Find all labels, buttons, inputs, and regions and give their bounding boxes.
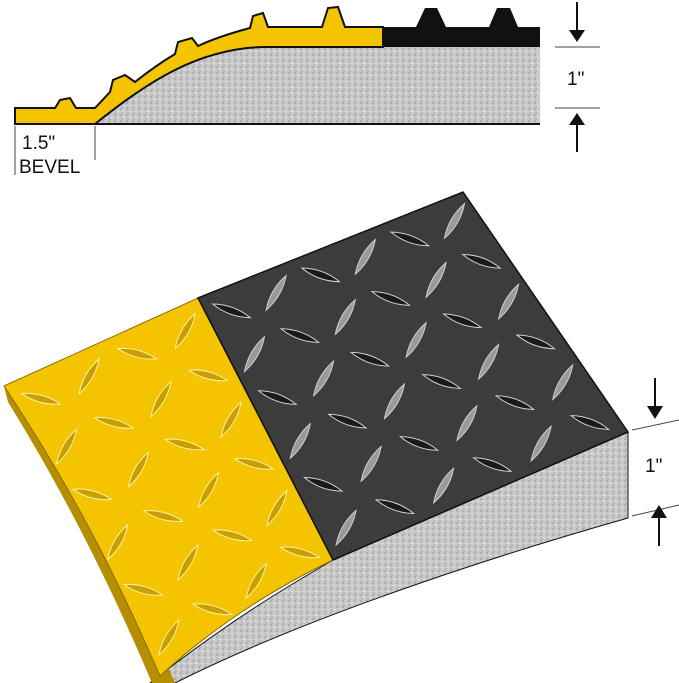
profile-thickness-label: 1" <box>567 69 584 90</box>
tread-diamond <box>78 357 100 395</box>
black-top-layer <box>383 8 540 47</box>
tread-diamond <box>374 499 416 514</box>
tread-diamond <box>360 445 382 483</box>
tread-diamond <box>243 335 266 373</box>
tread-diamond <box>405 321 427 359</box>
cross-section-profile: 1.5" BEVEL 1" <box>14 2 600 178</box>
tread-diamond <box>389 231 431 247</box>
tread-diamond <box>370 291 411 306</box>
tread-diamond <box>257 390 298 405</box>
tread-diamond <box>425 261 447 299</box>
tread-diamond <box>398 436 440 451</box>
bevel-width-label: 1.5" <box>22 133 55 154</box>
foam-core <box>95 47 540 124</box>
tread-diamond <box>515 334 556 350</box>
tread-diamond <box>158 618 180 657</box>
tread-diamond <box>530 424 552 463</box>
foam-side <box>149 431 629 683</box>
mat-3d-view: 1" <box>3 191 679 683</box>
tread-diamond <box>456 404 478 442</box>
tread-diamond <box>220 400 242 439</box>
tread-diamond <box>265 274 287 312</box>
diamond-tread-pattern <box>20 202 611 657</box>
tread-diamond <box>116 347 158 360</box>
tread-diamond <box>477 343 500 381</box>
yellow-bevel-surface <box>3 297 334 677</box>
tread-diamond <box>312 359 335 398</box>
arrow-up-icon <box>569 113 585 152</box>
tread-diamond <box>279 328 321 343</box>
tread-diamond <box>174 312 196 350</box>
tread-diamond <box>245 562 267 600</box>
tread-diamond <box>20 393 62 405</box>
tread-diamond <box>127 450 150 489</box>
tread-diamond <box>211 529 254 542</box>
tread-diamond <box>461 253 502 269</box>
tread-diamond <box>354 238 377 276</box>
tread-diamond <box>432 466 455 505</box>
tread-diamond <box>163 438 206 451</box>
tread-diamond <box>92 417 135 429</box>
tread-diamond <box>106 523 129 561</box>
tread-diamond <box>191 603 234 616</box>
tread-diamond <box>187 369 229 382</box>
tread-diamond <box>55 427 78 466</box>
tread-diamond <box>472 457 513 472</box>
tread-diamond <box>327 413 368 429</box>
tread-diamond <box>349 351 391 367</box>
tread-diamond <box>300 267 341 283</box>
tread-diamond <box>302 476 344 492</box>
mat-thickness-line-top <box>631 419 679 431</box>
mat-arrow-up-icon <box>651 505 667 546</box>
tread-diamond <box>569 415 611 430</box>
tread-diamond <box>266 489 288 527</box>
tread-diamond <box>279 546 321 559</box>
yellow-bevel-layer <box>14 5 384 125</box>
tread-diamond <box>334 298 357 336</box>
mat-thickness-label: 1" <box>645 456 662 477</box>
tread-diamond <box>122 584 165 596</box>
tread-diamond <box>497 282 520 321</box>
tread-diamond <box>142 510 184 522</box>
tread-diamond <box>197 471 220 509</box>
bevel-label: BEVEL <box>19 157 80 178</box>
tread-diamond <box>150 380 172 418</box>
tread-diamond <box>442 313 483 329</box>
tread-diamond <box>211 303 252 319</box>
tread-diamond <box>289 422 312 460</box>
tread-diamond <box>177 543 199 582</box>
black-top-surface <box>196 191 630 561</box>
tread-diamond <box>383 382 406 420</box>
arrow-down-icon <box>569 2 585 42</box>
tread-diamond <box>335 509 357 547</box>
tread-diamond <box>71 488 113 501</box>
tread-diamond <box>421 374 462 389</box>
tread-diamond <box>233 458 275 470</box>
tread-diamond <box>494 395 536 410</box>
tread-diamond <box>443 202 466 240</box>
mat-thickness-line-bottom <box>631 504 679 517</box>
tread-diamond <box>552 363 574 401</box>
mat-arrow-down-icon <box>647 378 663 419</box>
